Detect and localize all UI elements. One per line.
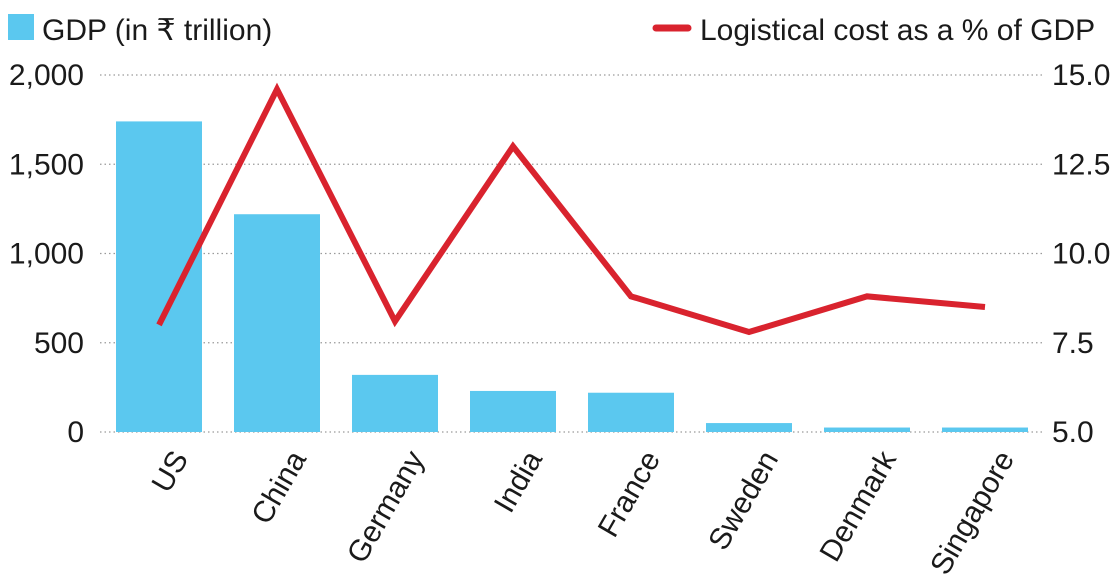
category-label: India bbox=[488, 445, 549, 518]
category-label: Germany bbox=[341, 445, 431, 568]
bar-gdp bbox=[234, 214, 320, 432]
right-y-axis: 5.0 7.5 10.0 12.5 15.0 bbox=[1052, 59, 1110, 449]
logistics-line bbox=[156, 82, 986, 336]
category-label: Denmark bbox=[814, 445, 904, 568]
category-labels: US China Germany India France Sweden Denmark Si… bbox=[146, 445, 1021, 581]
right-tick-label: 10.0 bbox=[1052, 238, 1110, 271]
legend-label-gdp: GDP (in ₹ trillion) bbox=[42, 14, 272, 47]
legend-swatch-gdp bbox=[8, 14, 34, 40]
bar-gdp bbox=[352, 374, 438, 432]
legend-item-gdp: GDP (in ₹ trillion) bbox=[8, 14, 272, 47]
bar-gdp bbox=[116, 121, 202, 432]
left-tick-label: 1,000 bbox=[9, 238, 84, 271]
category-label: France bbox=[592, 445, 667, 542]
right-tick-label: 15.0 bbox=[1052, 59, 1110, 92]
right-tick-label: 5.0 bbox=[1052, 416, 1094, 449]
left-y-axis: 0 500 1,000 1,500 2,000 bbox=[9, 59, 84, 449]
right-tick-label: 12.5 bbox=[1052, 148, 1110, 181]
bar-gdp bbox=[706, 423, 792, 432]
category-label: US bbox=[146, 445, 195, 498]
left-tick-label: 2,000 bbox=[9, 59, 84, 92]
category-label: Singapore bbox=[924, 445, 1021, 576]
line-logistical-cost bbox=[156, 82, 986, 336]
left-tick-label: 500 bbox=[34, 327, 84, 360]
left-tick-label: 0 bbox=[67, 416, 84, 449]
bar-gdp bbox=[942, 427, 1028, 432]
legend-label-logistics: Logistical cost as a % of GDP bbox=[700, 14, 1095, 47]
bar-gdp bbox=[824, 427, 910, 432]
category-label: China bbox=[245, 445, 313, 530]
bar-gdp bbox=[588, 392, 674, 432]
bar-gdp bbox=[470, 390, 556, 432]
gdp-bars bbox=[116, 121, 1028, 432]
right-tick-label: 7.5 bbox=[1052, 327, 1094, 360]
legend-item-logistics: Logistical cost as a % of GDP bbox=[652, 14, 1095, 47]
legend: GDP (in ₹ trillion) Logistical cost as a… bbox=[8, 14, 1095, 47]
left-tick-label: 1,500 bbox=[9, 148, 84, 181]
category-label: Sweden bbox=[702, 445, 785, 555]
